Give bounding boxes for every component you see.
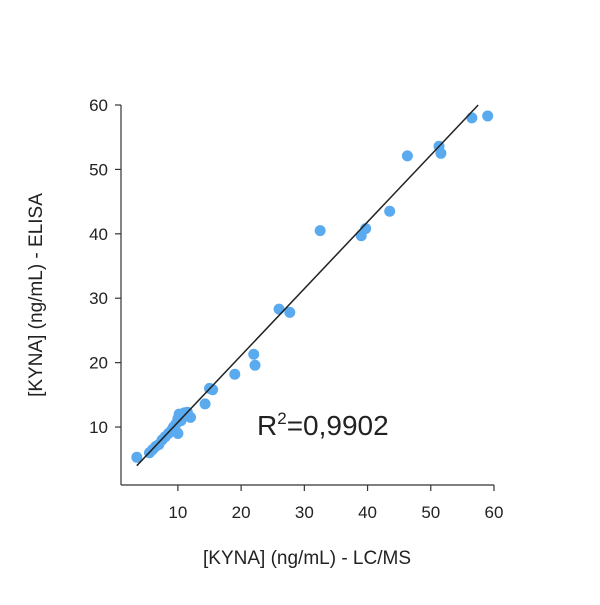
axes-group <box>120 105 494 486</box>
r-squared-superscript: 2 <box>277 409 286 428</box>
data-point <box>199 398 211 410</box>
data-point <box>384 205 396 217</box>
r-squared-annotation: R2=0,9902 <box>257 409 389 441</box>
data-point <box>435 147 447 159</box>
y-tick-label: 50 <box>89 160 108 179</box>
data-point <box>185 411 197 423</box>
r-squared-value: =0,9902 <box>287 410 389 441</box>
data-point <box>284 306 296 318</box>
data-point <box>401 150 413 162</box>
data-point <box>207 384 219 396</box>
x-tick-label: 60 <box>485 503 504 522</box>
data-point <box>249 359 261 371</box>
x-tick-label: 40 <box>358 503 377 522</box>
regression-line <box>136 104 479 467</box>
y-tick-label: 20 <box>89 354 108 373</box>
data-point <box>229 368 241 380</box>
x-axis-title: [KYNA] (ng/mL) - LC/MS <box>203 548 411 569</box>
data-point <box>131 451 143 463</box>
y-tick-label: 60 <box>89 96 108 115</box>
data-point <box>248 348 260 360</box>
x-tick-label: 20 <box>232 503 251 522</box>
x-tick-label: 50 <box>421 503 440 522</box>
y-axis-title: [KYNA] (ng/mL) - ELISA <box>26 193 47 397</box>
data-point <box>482 110 494 122</box>
r-squared-prefix: R <box>257 410 277 441</box>
x-tick-label: 30 <box>295 503 314 522</box>
data-point <box>172 427 184 439</box>
data-point <box>314 225 326 237</box>
ticks-group: 10 20 30 40 50 60 10 20 30 40 50 60 <box>89 96 503 522</box>
y-tick-label: 10 <box>89 418 108 437</box>
y-tick-label: 30 <box>89 289 108 308</box>
points-group <box>131 110 494 463</box>
x-tick-label: 10 <box>168 503 187 522</box>
y-tick-label: 40 <box>89 225 108 244</box>
data-point <box>466 112 478 124</box>
data-point <box>273 303 285 315</box>
